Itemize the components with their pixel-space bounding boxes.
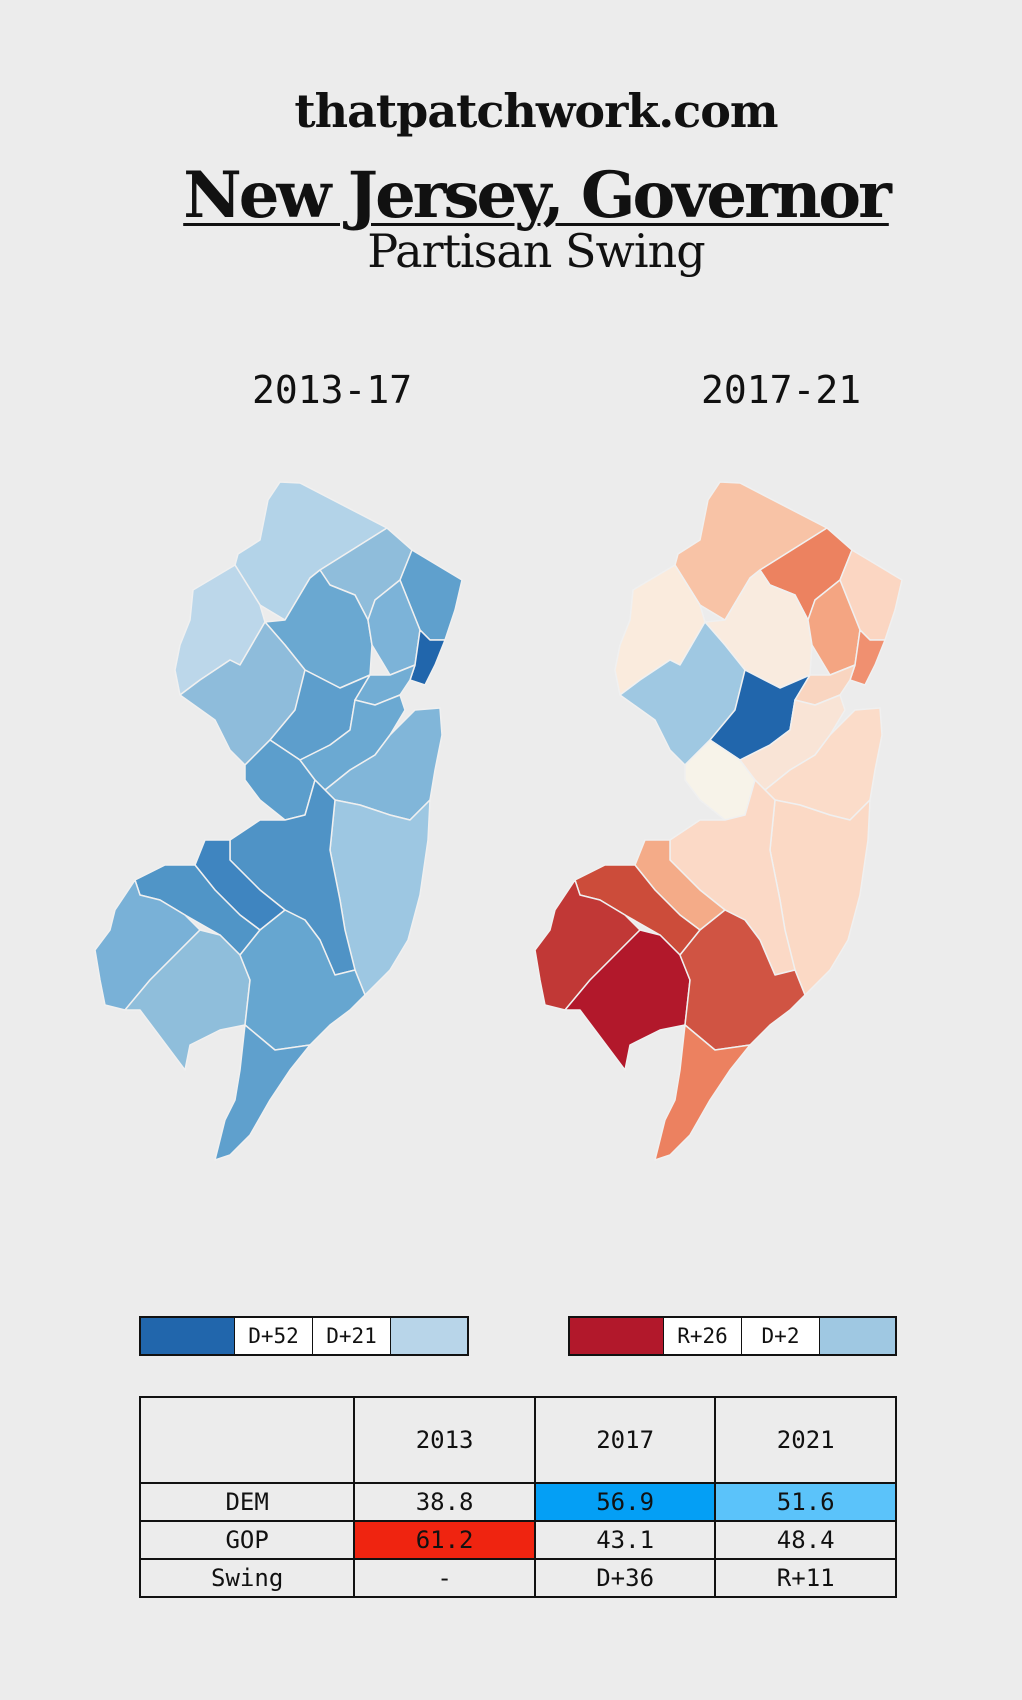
row-label: DEM [138,1482,356,1522]
county-map-2017-21 [534,481,903,1161]
results-table: 2013 2017 2021 DEM 38.8 56.9 51.6 GOP 61… [138,1396,897,1598]
county-map-2013-17 [94,481,463,1161]
color-legend: D+52 D+21 [139,1316,469,1356]
county-cape-may [214,1024,311,1161]
table-cell: 38.8 [353,1482,536,1522]
table-row: Swing - D+36 R+11 [138,1558,897,1598]
county-essex [367,579,421,676]
county-gloucester [134,864,261,956]
county-cape-may [654,1024,751,1161]
site-name: thatpatchwork.com [294,84,778,138]
legend-high-label: R+26 [664,1318,742,1354]
county-sussex [674,481,828,621]
county-essex [807,579,861,676]
table-row: GOP 61.2 43.1 48.4 [138,1520,897,1560]
table-cell: D+36 [533,1558,717,1598]
legend-low-swatch [820,1318,895,1354]
table-cell: 48.4 [714,1520,897,1560]
table-row: DEM 38.8 56.9 51.6 [138,1482,897,1522]
county-sussex [234,481,388,621]
legend-low-label: D+2 [742,1318,820,1354]
row-label: GOP [138,1520,356,1560]
map-period-label: 2017-21 [701,368,862,412]
table-header-row: 2013 2017 2021 [138,1396,897,1484]
legend-high-label: D+52 [235,1318,313,1354]
table-cell: R+11 [714,1558,897,1598]
table-header-cell: 2021 [714,1396,897,1484]
legend-high-swatch [570,1318,664,1354]
table-cell: 43.1 [533,1520,717,1560]
row-label: Swing [138,1558,356,1598]
color-legend: R+26 D+2 [568,1316,897,1356]
table-cell: 51.6 [714,1482,897,1522]
page-title: New Jersey, Governor [183,158,892,233]
legend-low-swatch [391,1318,467,1354]
table-cell: 56.9 [533,1482,717,1522]
table-header-cell [138,1396,356,1484]
page-subtitle: Partisan Swing [367,224,705,278]
legend-high-swatch [141,1318,235,1354]
map-period-label: 2013-17 [252,368,413,412]
legend-low-label: D+21 [313,1318,391,1354]
table-cell: - [353,1558,536,1598]
county-gloucester [574,864,701,956]
table-cell: 61.2 [353,1520,536,1560]
table-header-cell: 2017 [533,1396,717,1484]
table-header-cell: 2013 [353,1396,536,1484]
